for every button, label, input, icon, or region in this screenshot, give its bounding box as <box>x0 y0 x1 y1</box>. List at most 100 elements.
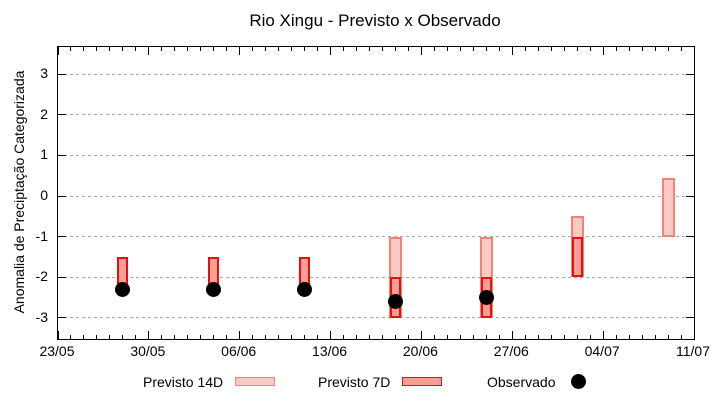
x-major-tick <box>602 47 604 55</box>
x-minor-tick <box>96 335 98 339</box>
x-minor-tick <box>563 47 565 51</box>
x-minor-tick <box>381 47 383 51</box>
x-minor-tick <box>472 335 474 339</box>
x-major-tick <box>148 331 150 339</box>
x-minor-tick <box>356 335 358 339</box>
x-minor-tick <box>407 335 409 339</box>
x-minor-tick <box>369 47 370 51</box>
x-minor-tick <box>109 335 111 339</box>
x-minor-tick <box>213 335 215 339</box>
x-minor-tick <box>343 47 345 51</box>
x-minor-tick <box>187 335 189 339</box>
x-minor-tick <box>459 335 461 339</box>
x-minor-tick <box>667 335 669 339</box>
x-minor-tick <box>70 47 72 51</box>
x-minor-tick <box>472 47 474 51</box>
x-minor-tick <box>135 47 137 51</box>
observado-dot <box>478 290 494 306</box>
x-major-tick <box>511 331 513 339</box>
x-major-tick <box>239 47 241 55</box>
y-tick-label: 0 <box>40 187 48 204</box>
x-major-tick <box>148 47 150 55</box>
observado-dot <box>387 294 403 310</box>
x-minor-tick <box>226 335 228 339</box>
gridline <box>58 114 694 116</box>
x-minor-tick <box>135 335 137 339</box>
x-minor-tick <box>498 47 500 51</box>
x-minor-tick <box>252 47 254 51</box>
x-minor-tick <box>174 335 176 339</box>
bar-previsto-14d <box>661 177 675 237</box>
x-minor-tick <box>200 47 202 51</box>
legend-swatch <box>402 377 443 386</box>
x-minor-tick <box>122 47 124 51</box>
x-minor-tick <box>174 47 176 51</box>
x-minor-tick <box>641 47 643 51</box>
x-minor-tick <box>628 335 630 339</box>
x-minor-tick <box>161 335 163 339</box>
x-minor-tick <box>680 335 682 339</box>
x-major-tick <box>693 47 695 55</box>
x-minor-tick <box>109 47 111 51</box>
x-major-tick <box>420 47 422 55</box>
x-minor-tick <box>122 335 124 339</box>
y-tick-left <box>58 195 66 197</box>
x-minor-tick <box>524 47 526 51</box>
y-tick-left <box>58 154 66 156</box>
y-tick-label: -1 <box>35 227 48 244</box>
x-minor-tick <box>667 47 669 51</box>
legend-swatch <box>235 377 276 386</box>
x-minor-tick <box>252 335 254 339</box>
x-major-tick <box>239 331 241 339</box>
x-major-tick <box>420 331 422 339</box>
observado-dot <box>206 281 222 297</box>
gridline <box>58 236 694 238</box>
x-minor-tick <box>407 47 409 51</box>
x-minor-tick <box>589 335 591 339</box>
x-minor-tick <box>317 335 319 339</box>
x-minor-tick <box>641 335 643 339</box>
gridline <box>58 195 694 197</box>
x-minor-tick <box>226 47 228 51</box>
x-minor-tick <box>537 47 539 51</box>
x-tick-label: 04/07 <box>584 343 620 359</box>
x-minor-tick <box>381 335 383 339</box>
x-minor-tick <box>213 47 215 51</box>
x-minor-tick <box>485 47 487 51</box>
bar-previsto-7d <box>571 236 583 278</box>
x-major-tick <box>693 331 695 339</box>
x-minor-tick <box>563 335 565 339</box>
y-tick-label: 1 <box>40 146 48 163</box>
y-tick-right <box>686 73 694 75</box>
legend-label: Observado <box>487 373 556 390</box>
x-minor-tick <box>304 47 306 51</box>
x-minor-tick <box>446 335 448 339</box>
y-tick-left <box>58 236 66 238</box>
y-tick-right <box>686 276 694 278</box>
x-minor-tick <box>654 335 656 339</box>
x-minor-tick <box>356 47 358 51</box>
x-minor-tick <box>498 335 500 339</box>
gridline <box>58 276 694 278</box>
y-tick-left <box>58 114 66 116</box>
y-tick-left <box>58 276 66 278</box>
x-minor-tick <box>369 335 370 339</box>
y-tick-label: 2 <box>40 105 48 122</box>
x-tick-label: 30/05 <box>130 343 166 359</box>
x-minor-tick <box>485 335 487 339</box>
x-minor-tick <box>459 47 461 51</box>
x-minor-tick <box>278 335 280 339</box>
x-minor-tick <box>446 47 448 51</box>
x-tick-label: 13/06 <box>312 343 348 359</box>
x-tick-label: 06/06 <box>221 343 257 359</box>
x-minor-tick <box>343 335 345 339</box>
y-tick-label: -3 <box>35 308 48 325</box>
x-minor-tick <box>96 47 98 51</box>
x-tick-label: 11/07 <box>676 343 710 359</box>
x-minor-tick <box>537 335 539 339</box>
y-tick-right <box>686 154 694 156</box>
y-tick-right <box>686 114 694 116</box>
x-minor-tick <box>304 335 306 339</box>
x-minor-tick <box>317 47 319 51</box>
observado-dot <box>297 281 313 297</box>
